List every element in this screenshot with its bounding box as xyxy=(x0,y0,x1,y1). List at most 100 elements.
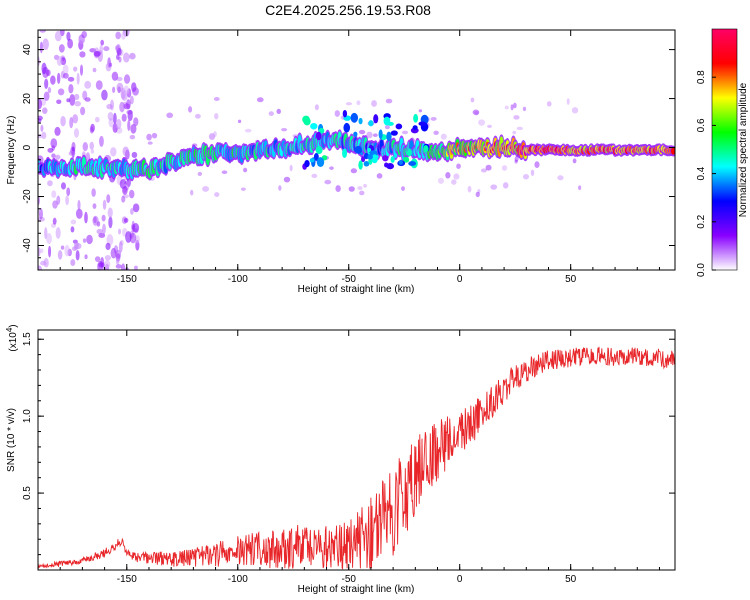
noise-blob xyxy=(514,156,519,162)
noise-blob xyxy=(123,103,131,110)
colorbar-label: Normalized spectral amplitude xyxy=(738,82,749,217)
noise-blob xyxy=(276,108,281,115)
noise-blob xyxy=(67,38,74,49)
noise-blob xyxy=(38,115,43,121)
noise-blob xyxy=(516,126,524,131)
spectrogram-x-label: Height of straight line (km) xyxy=(298,284,415,295)
noise-blob xyxy=(129,52,136,60)
noise-blob xyxy=(133,117,139,127)
noise-blob xyxy=(522,106,527,112)
noise-blob xyxy=(66,31,71,41)
noise-blob xyxy=(55,154,61,160)
noise-blob xyxy=(97,260,104,270)
noise-blob xyxy=(103,260,111,269)
branch-blob xyxy=(390,156,395,163)
noise-blob xyxy=(39,41,43,54)
figure-title: C2E4.2025.256.19.53.R08 xyxy=(265,2,431,18)
noise-blob xyxy=(50,75,56,85)
noise-blob xyxy=(490,184,498,190)
snr-frame xyxy=(37,329,676,571)
noise-blob xyxy=(371,100,377,107)
x-tick-label: -50 xyxy=(342,574,357,585)
noise-blob xyxy=(123,52,130,63)
noise-blob xyxy=(350,168,358,174)
branch-blob xyxy=(303,117,311,126)
noise-blob xyxy=(213,131,217,137)
noise-blob xyxy=(77,199,81,211)
noise-blob xyxy=(80,106,86,116)
colorbar-tick-label: 0.6 xyxy=(696,118,707,132)
noise-blob xyxy=(71,141,76,152)
branch-blob xyxy=(343,122,351,133)
noise-blob xyxy=(478,119,486,126)
noise-blob xyxy=(65,195,69,206)
noise-blob xyxy=(504,105,509,110)
y-tick-label: 40 xyxy=(22,44,33,56)
noise-blob xyxy=(43,91,50,101)
noise-blob xyxy=(106,194,111,204)
noise-blob xyxy=(123,217,129,223)
branch-blob xyxy=(413,113,419,123)
noise-blob xyxy=(89,141,95,150)
noise-blob xyxy=(256,97,264,103)
noise-blob xyxy=(70,219,77,225)
x-tick-label: -50 xyxy=(342,274,357,285)
colorbar-gradient xyxy=(711,28,738,271)
noise-blob xyxy=(123,74,131,84)
noise-blob xyxy=(214,192,220,197)
noise-blob xyxy=(115,45,120,51)
noise-blob xyxy=(113,112,117,125)
noise-blob xyxy=(103,46,110,52)
noise-blob xyxy=(130,124,137,134)
branch-blob xyxy=(418,121,427,126)
x-tick-label: 0 xyxy=(457,274,463,285)
branch-blob xyxy=(309,158,315,163)
noise-blob xyxy=(92,215,99,226)
noise-blob xyxy=(122,146,129,157)
noise-blob xyxy=(188,106,193,113)
y-tick-label: 0.5 xyxy=(22,486,33,500)
noise-blob xyxy=(119,101,125,113)
noise-blob xyxy=(401,130,409,135)
noise-blob xyxy=(132,87,139,96)
noise-blob xyxy=(54,30,62,42)
branch-blob xyxy=(363,160,370,167)
noise-blob xyxy=(244,128,252,133)
noise-blob xyxy=(69,117,74,129)
noise-blob xyxy=(66,98,71,103)
noise-blob xyxy=(55,227,61,239)
noise-blob xyxy=(50,138,58,149)
branch-blob xyxy=(315,131,322,141)
noise-blob xyxy=(129,95,134,105)
noise-blob xyxy=(430,116,437,121)
noise-blob xyxy=(456,163,461,169)
noise-blob xyxy=(115,264,122,269)
noise-blob xyxy=(101,89,108,101)
noise-blob xyxy=(109,62,113,67)
noise-blob xyxy=(195,113,201,119)
branch-blob xyxy=(361,156,366,163)
noise-blob xyxy=(67,76,75,82)
noise-blob xyxy=(45,69,51,77)
noise-blob xyxy=(268,111,274,117)
noise-blob xyxy=(51,190,57,199)
noise-blob xyxy=(76,72,80,85)
noise-blob xyxy=(359,190,365,196)
noise-blob xyxy=(453,173,460,180)
branch-blob xyxy=(367,154,373,160)
noise-blob xyxy=(366,131,373,139)
noise-blob xyxy=(324,179,332,185)
branch-blob xyxy=(304,160,310,168)
noise-blob xyxy=(445,172,451,179)
branch-blob xyxy=(386,163,395,170)
noise-blob xyxy=(107,111,114,121)
noise-blob xyxy=(96,228,104,235)
branch-blob xyxy=(310,122,318,130)
noise-blob xyxy=(39,248,44,254)
noise-blob xyxy=(101,214,106,222)
noise-blob xyxy=(372,133,378,138)
noise-blob xyxy=(480,168,488,173)
colorbar-tick-label: 0.4 xyxy=(696,166,707,180)
noise-blob xyxy=(70,226,75,233)
noise-blob xyxy=(52,200,58,209)
